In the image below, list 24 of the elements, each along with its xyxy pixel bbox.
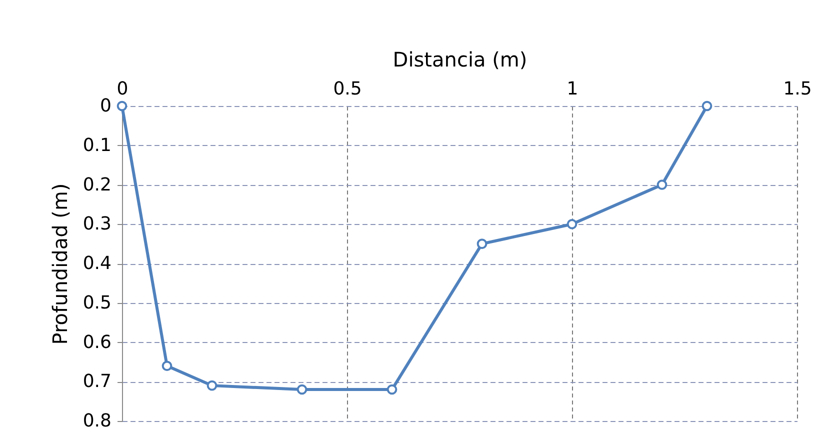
y-axis-title: Profundidad (m) bbox=[48, 183, 72, 345]
x-axis-title: Distancia (m) bbox=[392, 48, 528, 72]
point bbox=[296, 384, 308, 395]
point bbox=[566, 218, 578, 230]
y-tick-label: 0.6 bbox=[82, 332, 112, 353]
y-tick-label: 0.4 bbox=[82, 253, 112, 274]
x-tick-label: 1 bbox=[566, 78, 578, 100]
point bbox=[702, 100, 712, 112]
x-tick-label: 1.5 bbox=[783, 78, 812, 100]
y-tick-label: 0.8 bbox=[82, 410, 112, 432]
y-tick-label: 0.5 bbox=[82, 292, 112, 314]
y-tick-label: 0.2 bbox=[82, 174, 112, 196]
point bbox=[476, 238, 488, 249]
y-tick-label: 0.3 bbox=[82, 214, 112, 235]
point bbox=[116, 100, 128, 112]
y-tick-label: 0 bbox=[100, 96, 112, 116]
point bbox=[162, 360, 172, 372]
y-tick-label: 0.7 bbox=[82, 371, 112, 392]
point bbox=[206, 380, 218, 391]
point bbox=[386, 384, 398, 395]
point bbox=[656, 180, 668, 190]
x-tick-label: 0.5 bbox=[333, 78, 362, 100]
x-tick-label: 0 bbox=[116, 78, 128, 100]
y-tick-label: 0.1 bbox=[82, 134, 112, 156]
